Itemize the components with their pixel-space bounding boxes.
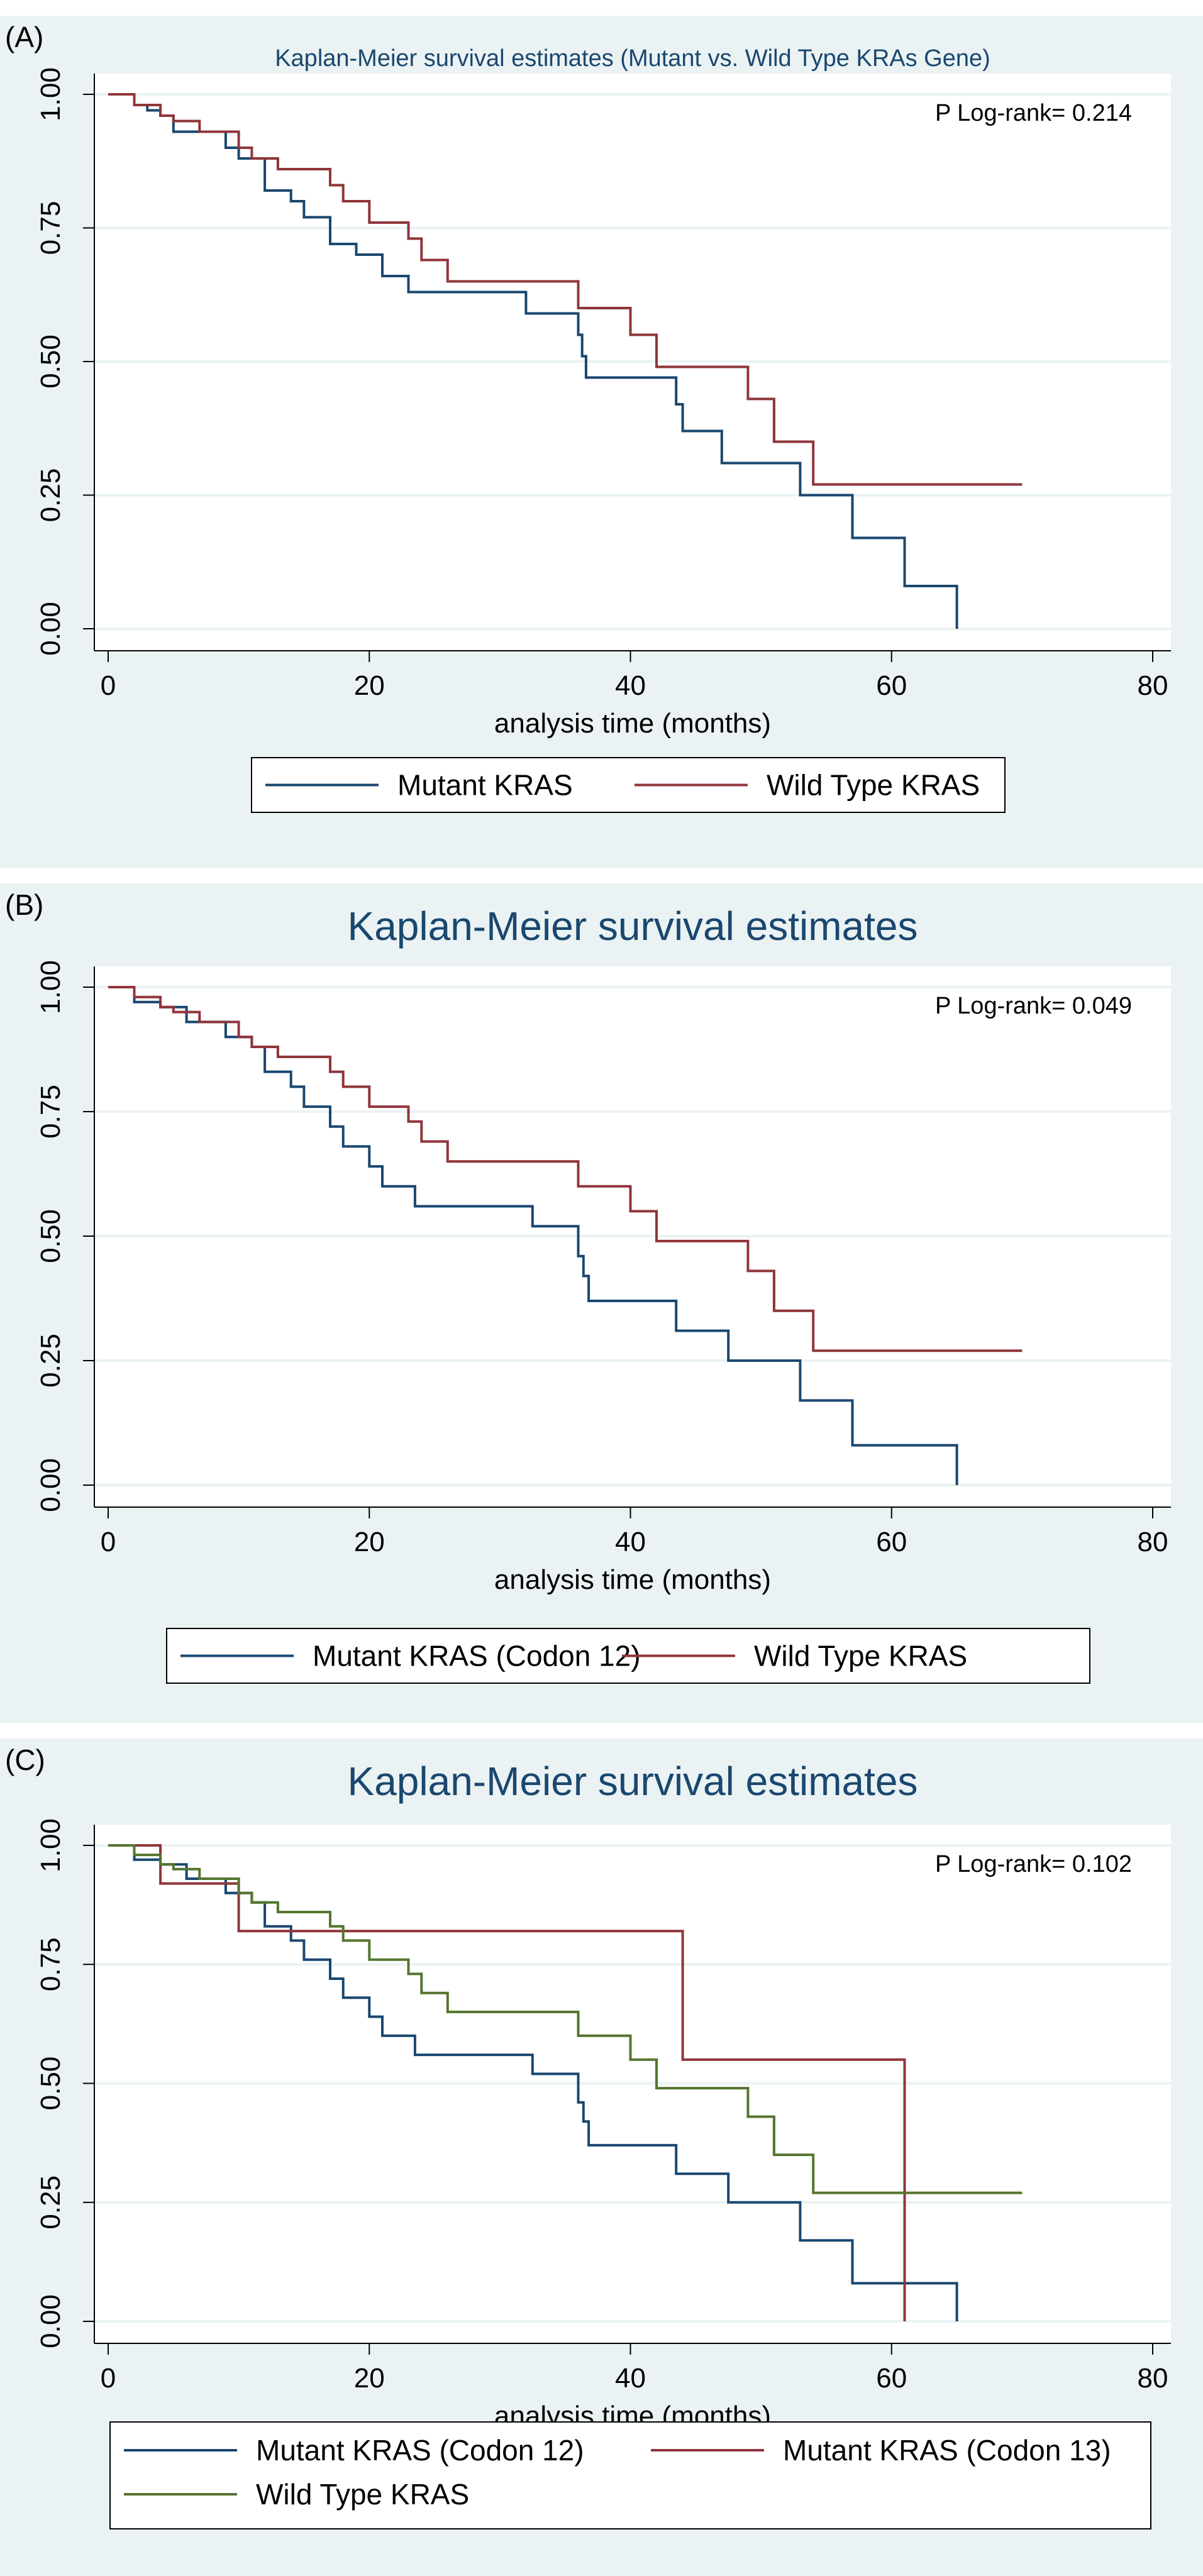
y-tick-label: 1.00 bbox=[35, 1818, 66, 1872]
x-tick-label: 60 bbox=[876, 670, 907, 701]
x-tick-label: 20 bbox=[354, 2363, 385, 2394]
x-axis-label: analysis time (months) bbox=[494, 1564, 771, 1595]
chart-title: Kaplan-Meier survival estimates bbox=[348, 1759, 918, 1804]
x-axis-label: analysis time (months) bbox=[494, 708, 771, 739]
panel-label: (A) bbox=[5, 21, 43, 53]
x-tick-label: 20 bbox=[354, 670, 385, 701]
legend-label: Mutant KRAS (Codon 13) bbox=[783, 2434, 1111, 2467]
legend-box bbox=[166, 1628, 1090, 1684]
chart-title: Kaplan-Meier survival estimates (Mutant … bbox=[275, 45, 990, 72]
x-tick-label: 40 bbox=[615, 670, 646, 701]
x-tick-label: 80 bbox=[1138, 670, 1168, 701]
p-value-annotation: P Log-rank= 0.049 bbox=[935, 993, 1132, 1019]
legend-box bbox=[109, 2421, 1151, 2529]
x-tick-label: 0 bbox=[101, 1527, 116, 1557]
y-tick-label: 1.00 bbox=[35, 960, 66, 1014]
y-tick-label: 0.75 bbox=[35, 201, 66, 255]
legend-label: Mutant KRAS bbox=[397, 769, 573, 802]
survival-curve-mutant-kras-codon-12 bbox=[108, 986, 958, 1485]
survival-curve-wild-type-kras bbox=[108, 986, 1023, 1352]
y-tick-label: 0.00 bbox=[35, 602, 66, 656]
legend-label: Wild Type KRAS bbox=[767, 769, 980, 802]
legend: Mutant KRAS Wild Type KRAS bbox=[251, 757, 1006, 813]
y-tick-label: 0.00 bbox=[35, 1458, 66, 1512]
y-tick-label: 0.50 bbox=[35, 334, 66, 389]
y-tick-label: 0.00 bbox=[35, 2294, 66, 2348]
x-tick-label: 0 bbox=[101, 670, 116, 701]
x-tick-label: 40 bbox=[615, 1527, 646, 1557]
y-tick-label: 0.25 bbox=[35, 468, 66, 522]
x-tick-label: 60 bbox=[876, 2363, 907, 2394]
y-tick-label: 0.25 bbox=[35, 1334, 66, 1388]
chart-panel-c: (C) Kaplan-Meier survival estimates 0.00 0.… bbox=[0, 1739, 1203, 2576]
x-tick-label: 80 bbox=[1138, 2363, 1168, 2394]
x-tick-label: 80 bbox=[1138, 1527, 1168, 1557]
chart-panel-b: (B) Kaplan-Meier survival estimates 0.00 0.… bbox=[0, 883, 1203, 1723]
y-tick-label: 0.50 bbox=[35, 2057, 66, 2111]
legend-label: Wild Type KRAS bbox=[754, 1640, 967, 1672]
legend-label: Wild Type KRAS bbox=[256, 2478, 469, 2511]
y-tick-label: 1.00 bbox=[35, 67, 66, 121]
y-tick-label: 0.25 bbox=[35, 2175, 66, 2230]
x-tick-label: 0 bbox=[101, 2363, 116, 2394]
survival-curve-wild-type-kras bbox=[108, 93, 1023, 486]
legend: Mutant KRAS (Codon 12) Mutant KRAS (Codon… bbox=[109, 2421, 1151, 2529]
panel-label: (C) bbox=[5, 1744, 45, 1776]
legend: Mutant KRAS (Codon 12) Wild Type KRAS bbox=[166, 1628, 1090, 1684]
x-tick-label: 40 bbox=[615, 2363, 646, 2394]
chart-panel-a: (A) Kaplan-Meier survival estimates (Muta… bbox=[0, 16, 1203, 868]
survival-curve-wild-type-kras bbox=[108, 1844, 1023, 2194]
x-tick-label: 60 bbox=[876, 1527, 907, 1557]
y-tick-label: 0.50 bbox=[35, 1209, 66, 1263]
y-tick-label: 0.75 bbox=[35, 1937, 66, 1991]
x-tick-label: 20 bbox=[354, 1527, 385, 1557]
p-value-annotation: P Log-rank= 0.102 bbox=[935, 1851, 1132, 1877]
p-value-annotation: P Log-rank= 0.214 bbox=[935, 100, 1132, 126]
legend-label: Mutant KRAS (Codon 12) bbox=[256, 2434, 584, 2467]
panel-label: (B) bbox=[5, 888, 43, 921]
y-tick-label: 0.75 bbox=[35, 1085, 66, 1139]
chart-title: Kaplan-Meier survival estimates bbox=[348, 904, 918, 949]
legend-label: Mutant KRAS (Codon 12) bbox=[313, 1640, 641, 1672]
